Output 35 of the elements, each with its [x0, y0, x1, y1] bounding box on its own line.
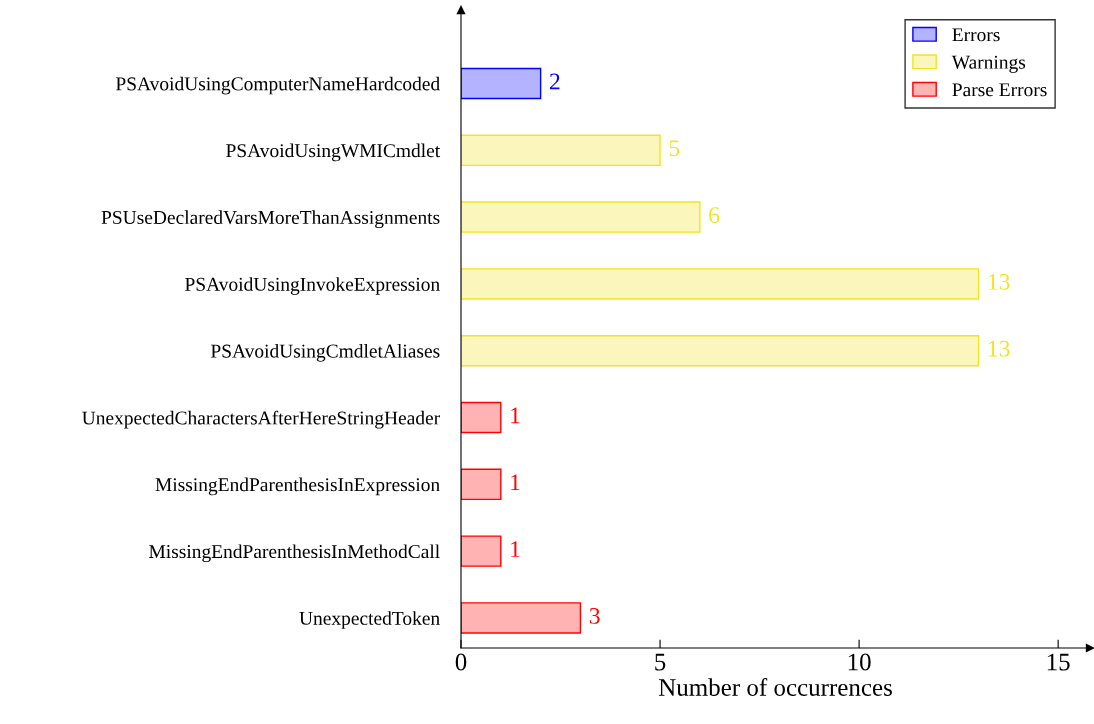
data-label: 5 [669, 140, 680, 157]
legend-label: Warnings [951, 55, 1026, 73]
data-label: 1 [511, 407, 520, 424]
bar [461, 67, 542, 100]
bar [461, 401, 502, 434]
y-tick-label: UnexpectedToken [299, 611, 440, 629]
x-tick-label: 5 [655, 653, 666, 671]
x-axis-title: Number of occurrences [658, 678, 892, 696]
bar [461, 535, 502, 567]
bar [461, 268, 980, 300]
y-tick-label: PSAvoidUsingCmdletAliases [210, 343, 440, 362]
y-tick-label: PSAvoidUsingComputerNameHardcoded [115, 76, 440, 95]
data-label: 6 [709, 207, 720, 224]
data-label: 13 [988, 273, 1010, 290]
data-label: 13 [988, 340, 1010, 357]
bar [461, 602, 582, 634]
x-tick-label: 10 [848, 653, 871, 671]
y-tick-label: MissingEndParenthesisInMethodCall [149, 544, 440, 563]
data-label: 3 [589, 607, 600, 624]
y-tick-label: MissingEndParenthesisInExpression [155, 477, 440, 496]
legend-label: Parse Errors [952, 83, 1047, 97]
bar [461, 201, 701, 233]
x-tick-label: 0 [455, 653, 467, 671]
legend-label: Errors [952, 28, 1000, 42]
bar [461, 468, 502, 501]
y-tick-label: PSUseDeclaredVarsMoreThanAssignments [101, 210, 440, 229]
y-tick-label: PSAvoidUsingWMICmdlet [226, 143, 441, 162]
y-tick-label: PSAvoidUsingInvokeExpression [185, 277, 440, 295]
data-label: 2 [549, 73, 560, 90]
x-tick-label: 15 [1047, 653, 1070, 671]
data-label: 1 [511, 474, 520, 490]
bar [461, 334, 980, 367]
y-tick-label: UnexpectedCharactersAfterHereStringHeader [82, 410, 440, 429]
data-label: 1 [511, 541, 520, 557]
bar [461, 134, 661, 167]
